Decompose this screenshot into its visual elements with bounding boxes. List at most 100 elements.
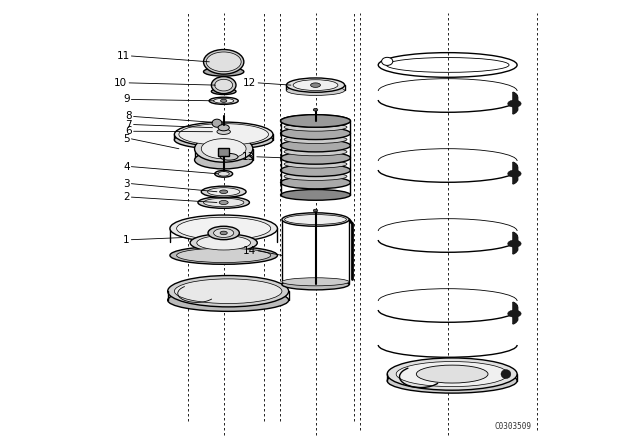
- Polygon shape: [513, 100, 514, 114]
- Ellipse shape: [310, 83, 321, 87]
- Ellipse shape: [387, 368, 517, 393]
- Ellipse shape: [284, 148, 347, 156]
- Ellipse shape: [197, 236, 251, 250]
- Ellipse shape: [212, 119, 222, 127]
- Polygon shape: [514, 93, 515, 107]
- Ellipse shape: [217, 129, 230, 134]
- Ellipse shape: [220, 190, 228, 194]
- Ellipse shape: [168, 289, 289, 311]
- Ellipse shape: [201, 138, 246, 159]
- Ellipse shape: [284, 160, 347, 168]
- Ellipse shape: [508, 240, 521, 247]
- Polygon shape: [514, 100, 515, 114]
- Polygon shape: [513, 162, 514, 176]
- Ellipse shape: [293, 80, 338, 90]
- Ellipse shape: [177, 248, 271, 263]
- Ellipse shape: [179, 124, 269, 145]
- Ellipse shape: [282, 213, 349, 226]
- Polygon shape: [513, 302, 514, 316]
- Ellipse shape: [195, 151, 253, 169]
- Ellipse shape: [287, 78, 344, 92]
- Text: 7: 7: [125, 120, 132, 129]
- Ellipse shape: [177, 217, 271, 240]
- Polygon shape: [513, 170, 514, 184]
- Ellipse shape: [207, 188, 240, 196]
- Ellipse shape: [204, 198, 244, 207]
- Text: 12: 12: [243, 78, 257, 88]
- Polygon shape: [513, 240, 514, 254]
- Ellipse shape: [280, 177, 351, 189]
- Ellipse shape: [218, 125, 229, 131]
- Ellipse shape: [220, 231, 227, 235]
- Text: 3: 3: [123, 179, 130, 189]
- Polygon shape: [513, 310, 514, 324]
- Ellipse shape: [501, 370, 511, 379]
- Ellipse shape: [287, 86, 344, 95]
- Ellipse shape: [208, 226, 239, 240]
- Ellipse shape: [282, 279, 349, 290]
- Polygon shape: [514, 240, 515, 254]
- Polygon shape: [513, 92, 514, 106]
- Ellipse shape: [214, 99, 234, 103]
- Ellipse shape: [280, 115, 351, 127]
- Ellipse shape: [284, 135, 347, 143]
- Ellipse shape: [174, 130, 273, 149]
- Ellipse shape: [168, 276, 289, 307]
- Ellipse shape: [396, 362, 508, 387]
- Ellipse shape: [215, 79, 233, 91]
- Ellipse shape: [220, 153, 238, 160]
- Ellipse shape: [284, 123, 347, 131]
- Ellipse shape: [280, 164, 351, 177]
- Text: 4: 4: [123, 162, 130, 172]
- Ellipse shape: [280, 152, 351, 164]
- Ellipse shape: [280, 139, 351, 152]
- Text: 5: 5: [123, 134, 130, 144]
- Ellipse shape: [204, 49, 244, 74]
- FancyBboxPatch shape: [218, 148, 229, 156]
- Ellipse shape: [204, 67, 244, 76]
- Ellipse shape: [209, 97, 238, 104]
- Ellipse shape: [221, 99, 227, 103]
- Text: 2: 2: [123, 192, 130, 202]
- Ellipse shape: [417, 365, 488, 383]
- Text: 11: 11: [116, 51, 130, 61]
- Text: 6: 6: [125, 126, 132, 136]
- Ellipse shape: [218, 172, 229, 176]
- Ellipse shape: [284, 172, 347, 181]
- Ellipse shape: [211, 77, 236, 94]
- Ellipse shape: [282, 278, 349, 286]
- Text: 8: 8: [125, 112, 132, 121]
- Polygon shape: [514, 170, 515, 184]
- Ellipse shape: [280, 127, 351, 140]
- Ellipse shape: [508, 100, 521, 107]
- Ellipse shape: [215, 171, 233, 177]
- Ellipse shape: [219, 201, 228, 204]
- Text: 13: 13: [242, 152, 255, 162]
- Ellipse shape: [280, 190, 351, 200]
- Ellipse shape: [280, 115, 351, 127]
- Ellipse shape: [198, 197, 250, 208]
- Polygon shape: [513, 232, 514, 246]
- Ellipse shape: [314, 209, 317, 212]
- Ellipse shape: [381, 57, 393, 65]
- Polygon shape: [514, 233, 515, 246]
- Ellipse shape: [195, 135, 253, 162]
- Ellipse shape: [170, 246, 278, 264]
- Polygon shape: [514, 163, 515, 177]
- Ellipse shape: [508, 310, 521, 317]
- Text: 14: 14: [243, 246, 257, 256]
- Ellipse shape: [508, 170, 521, 177]
- Ellipse shape: [211, 88, 236, 95]
- Ellipse shape: [174, 122, 273, 147]
- Polygon shape: [514, 310, 515, 323]
- Ellipse shape: [206, 52, 241, 72]
- Ellipse shape: [170, 215, 278, 242]
- Ellipse shape: [214, 228, 234, 237]
- Text: 10: 10: [114, 78, 127, 88]
- Ellipse shape: [201, 186, 246, 198]
- Text: 1: 1: [123, 235, 130, 245]
- Ellipse shape: [314, 108, 317, 111]
- Text: 9: 9: [123, 95, 130, 104]
- Ellipse shape: [190, 234, 257, 252]
- Ellipse shape: [175, 279, 282, 304]
